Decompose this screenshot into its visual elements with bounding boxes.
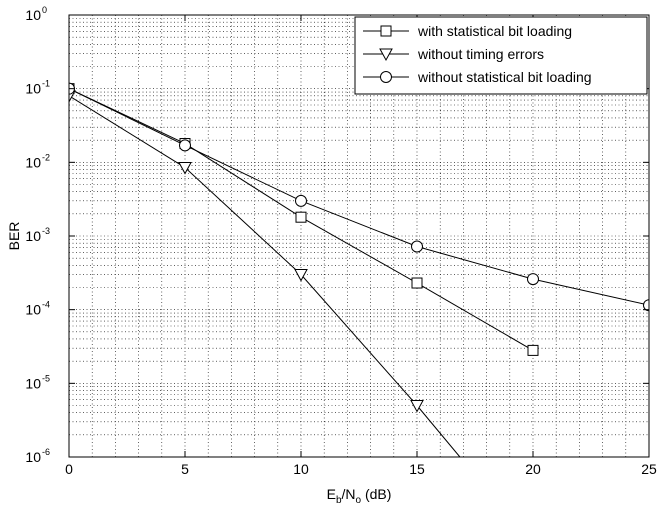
legend-marker xyxy=(379,48,393,62)
grid xyxy=(69,15,649,457)
x-axis-label: Eb/No (dB) xyxy=(327,486,392,506)
y-tick-exponent: -4 xyxy=(42,300,50,310)
data-point xyxy=(295,194,307,207)
data-point xyxy=(179,139,191,152)
data-point xyxy=(178,162,192,175)
y-tick-label: 10 xyxy=(25,7,41,23)
x-tick-label: 25 xyxy=(641,461,657,477)
data-point xyxy=(527,273,539,286)
data-point xyxy=(410,400,424,413)
legend-label: without statistical bit loading xyxy=(417,69,592,85)
data-point xyxy=(411,277,423,289)
y-tick-exponent: -2 xyxy=(42,152,50,162)
y-tick-label: 10 xyxy=(25,228,41,244)
data-point xyxy=(643,299,649,312)
legend-marker xyxy=(380,25,392,37)
y-tick-label: 10 xyxy=(25,302,41,318)
y-tick-label: 10 xyxy=(25,81,41,97)
x-tick-label: 15 xyxy=(409,461,425,477)
y-tick-exponent: -5 xyxy=(42,373,50,383)
data-point xyxy=(527,344,539,356)
y-tick-label: 10 xyxy=(25,449,41,465)
x-tick-label: 10 xyxy=(293,461,309,477)
y-tick-exponent: -6 xyxy=(42,447,50,457)
data-point xyxy=(294,269,308,282)
y-tick-label: 10 xyxy=(25,154,41,170)
legend-label: without timing errors xyxy=(417,46,544,62)
y-axis-label: BER xyxy=(6,222,22,251)
legend: with statistical bit loading without timi… xyxy=(354,16,648,95)
series-3 xyxy=(69,82,649,312)
y-tick-exponent: -3 xyxy=(42,226,50,236)
series-2 xyxy=(69,90,461,457)
y-tick-label: 10 xyxy=(25,375,41,391)
x-tick-label: 20 xyxy=(525,461,541,477)
series-group xyxy=(69,82,649,457)
data-point xyxy=(295,211,307,223)
legend-box xyxy=(354,16,648,95)
x-tick-label: 5 xyxy=(181,461,189,477)
legend-marker xyxy=(380,71,392,83)
x-tick-label: 0 xyxy=(65,461,73,477)
series-line xyxy=(69,88,649,306)
legend-label: with statistical bit loading xyxy=(417,23,572,39)
y-tick-exponent: -1 xyxy=(42,79,50,89)
y-tick-exponent: 0 xyxy=(42,5,47,15)
data-point xyxy=(411,240,423,253)
